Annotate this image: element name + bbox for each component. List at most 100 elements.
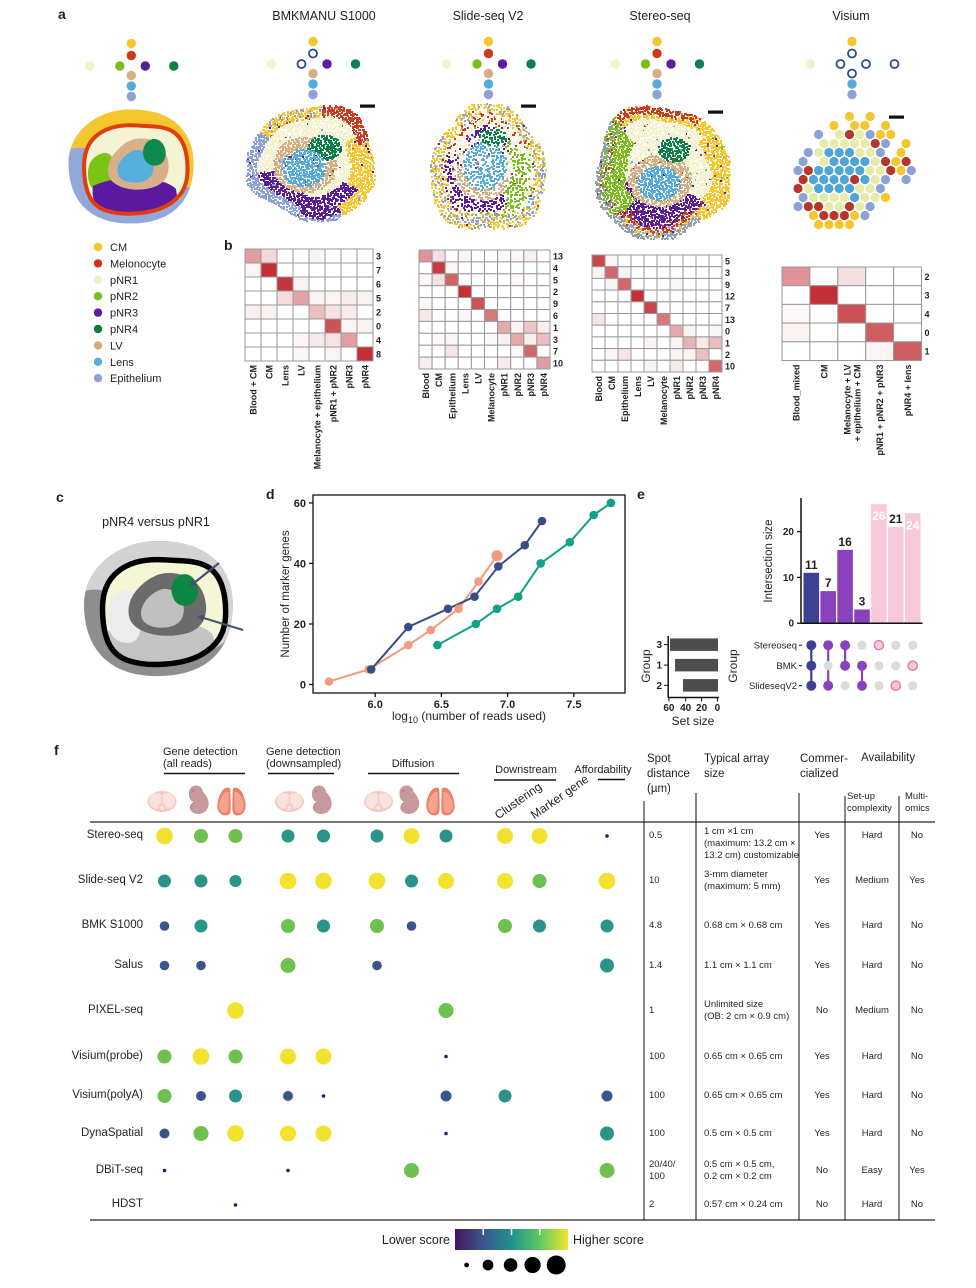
svg-text:LV: LV xyxy=(473,373,483,384)
svg-text:60: 60 xyxy=(294,498,306,510)
svg-text:CM: CM xyxy=(265,365,275,379)
svg-text:pNR2: pNR2 xyxy=(513,373,523,397)
svg-text:7: 7 xyxy=(725,303,730,313)
svg-text:7: 7 xyxy=(825,576,832,590)
svg-text:Group: Group xyxy=(639,649,653,683)
svg-text:13: 13 xyxy=(725,315,735,325)
svg-text:Lens: Lens xyxy=(633,376,643,397)
svg-text:pNR2: pNR2 xyxy=(110,291,138,303)
svg-text:Number of marker genes: Number of marker genes xyxy=(280,530,292,657)
svg-text:pNR3: pNR3 xyxy=(698,376,708,400)
svg-text:2: 2 xyxy=(553,287,558,297)
svg-text:40: 40 xyxy=(294,558,306,570)
svg-text:pNR1: pNR1 xyxy=(672,376,682,400)
svg-text:pNR1: pNR1 xyxy=(500,373,510,397)
svg-text:26: 26 xyxy=(872,509,886,523)
svg-text:3: 3 xyxy=(725,268,730,278)
svg-text:CM: CM xyxy=(607,376,617,390)
svg-text:60: 60 xyxy=(663,703,675,714)
svg-text:+ epithelium + CM: + epithelium + CM xyxy=(852,365,862,442)
svg-text:SlideseqV2: SlideseqV2 xyxy=(749,681,797,692)
svg-text:pNR4 + lens: pNR4 + lens xyxy=(903,365,913,417)
svg-text:6: 6 xyxy=(376,280,381,290)
svg-text:Melanocyte + LV: Melanocyte + LV xyxy=(842,365,852,435)
svg-text:Stereoseq: Stereoseq xyxy=(754,641,797,652)
svg-text:pNR2: pNR2 xyxy=(685,376,695,400)
svg-text:0: 0 xyxy=(715,703,721,714)
svg-text:pNR4: pNR4 xyxy=(539,373,549,397)
svg-text:7.0: 7.0 xyxy=(500,699,515,711)
svg-text:BMK: BMK xyxy=(776,661,797,672)
svg-text:4: 4 xyxy=(925,309,930,319)
svg-text:20: 20 xyxy=(783,527,795,538)
svg-text:12: 12 xyxy=(725,291,735,301)
svg-text:Lens: Lens xyxy=(281,365,291,386)
svg-text:1: 1 xyxy=(925,347,930,357)
svg-text:24: 24 xyxy=(906,518,920,532)
svg-text:5: 5 xyxy=(725,256,730,266)
svg-text:Melanocyte: Melanocyte xyxy=(487,373,497,422)
svg-text:pNR1 + pNR2 + pNR3: pNR1 + pNR2 + pNR3 xyxy=(875,365,885,456)
svg-text:Lens: Lens xyxy=(110,357,134,369)
svg-text:5: 5 xyxy=(376,294,381,304)
svg-text:6.5: 6.5 xyxy=(434,699,449,711)
svg-text:6: 6 xyxy=(553,311,558,321)
svg-text:9: 9 xyxy=(725,280,730,290)
svg-text:7.5: 7.5 xyxy=(566,699,581,711)
svg-text:Melanocyte: Melanocyte xyxy=(659,376,669,425)
svg-text:1: 1 xyxy=(725,338,730,348)
svg-text:Blood: Blood xyxy=(594,376,604,402)
svg-text:9: 9 xyxy=(553,299,558,309)
svg-text:Blood + CM: Blood + CM xyxy=(249,365,259,415)
svg-text:pNR3: pNR3 xyxy=(345,365,355,389)
svg-text:Group: Group xyxy=(726,649,740,683)
svg-text:Epithelium: Epithelium xyxy=(447,373,457,419)
svg-text:3: 3 xyxy=(553,335,558,345)
svg-text:Blood_mixed: Blood_mixed xyxy=(791,365,801,422)
svg-text:Lens: Lens xyxy=(460,373,470,394)
svg-text:CM: CM xyxy=(110,242,127,254)
svg-text:8: 8 xyxy=(376,350,381,360)
svg-text:2: 2 xyxy=(925,272,930,282)
svg-text:LV: LV xyxy=(110,340,123,352)
svg-text:3: 3 xyxy=(376,252,381,262)
svg-text:Epithelium: Epithelium xyxy=(110,373,161,385)
svg-text:16: 16 xyxy=(838,535,852,549)
svg-text:6.0: 6.0 xyxy=(368,699,383,711)
svg-text:LV: LV xyxy=(646,376,656,387)
svg-text:4: 4 xyxy=(553,263,558,273)
svg-text:pNR3: pNR3 xyxy=(110,308,138,320)
svg-text:pNR4: pNR4 xyxy=(361,365,371,389)
svg-text:pNR4: pNR4 xyxy=(110,324,138,336)
svg-text:40: 40 xyxy=(680,703,692,714)
svg-text:3: 3 xyxy=(859,594,866,608)
svg-text:10: 10 xyxy=(725,362,735,372)
svg-text:0: 0 xyxy=(300,680,306,692)
svg-text:4: 4 xyxy=(376,336,381,346)
svg-text:11: 11 xyxy=(805,558,818,572)
svg-text:Melanocyte + epithelium: Melanocyte + epithelium xyxy=(313,365,323,469)
svg-text:5: 5 xyxy=(553,275,558,285)
svg-text:20: 20 xyxy=(696,703,708,714)
svg-text:Blood: Blood xyxy=(421,373,431,399)
svg-text:13: 13 xyxy=(553,251,563,261)
svg-text:21: 21 xyxy=(889,512,903,526)
svg-text:20: 20 xyxy=(294,619,306,631)
svg-text:pNR1: pNR1 xyxy=(110,275,138,287)
svg-text:3: 3 xyxy=(656,640,662,651)
svg-text:10: 10 xyxy=(783,573,795,584)
svg-text:CM: CM xyxy=(819,365,829,379)
svg-text:7: 7 xyxy=(376,266,381,276)
svg-text:pNR3: pNR3 xyxy=(526,373,536,397)
svg-text:0: 0 xyxy=(376,322,381,332)
svg-text:0: 0 xyxy=(925,328,930,338)
svg-text:2: 2 xyxy=(376,308,381,318)
svg-text:10: 10 xyxy=(553,359,563,369)
svg-text:3: 3 xyxy=(925,291,930,301)
svg-text:Melonocyte: Melonocyte xyxy=(110,258,166,270)
svg-text:Epithelium: Epithelium xyxy=(620,376,630,422)
svg-text:1: 1 xyxy=(656,661,662,672)
svg-text:pNR1 + pNR2: pNR1 + pNR2 xyxy=(329,365,339,422)
svg-text:pNR4: pNR4 xyxy=(711,376,721,400)
svg-text:CM: CM xyxy=(434,373,444,387)
